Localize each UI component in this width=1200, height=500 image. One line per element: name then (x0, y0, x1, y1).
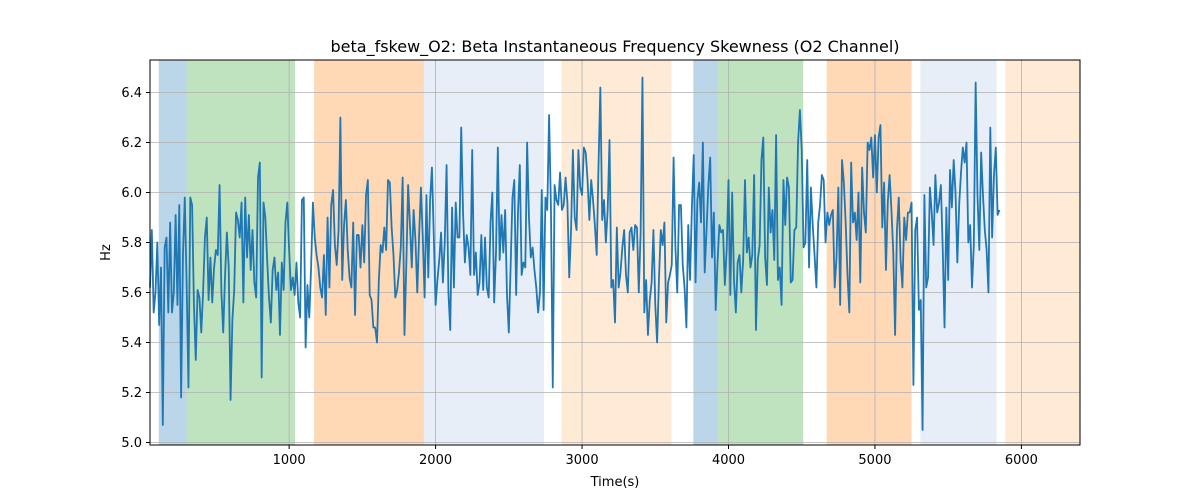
band-7 (718, 60, 804, 445)
band-2 (186, 60, 295, 445)
x-tick-label: 2000 (419, 453, 452, 468)
y-tick-label: 5.4 (121, 336, 142, 351)
x-tick-label: 6000 (1005, 453, 1038, 468)
x-tick-label: 3000 (566, 453, 599, 468)
y-tick-label: 5.2 (121, 386, 142, 401)
y-tick-label: 6.0 (121, 186, 142, 201)
y-tick-label: 6.4 (121, 86, 142, 101)
x-axis-label: Time(s) (590, 475, 640, 490)
y-tick-label: 5.8 (121, 236, 142, 251)
x-tick-label: 1000 (273, 453, 306, 468)
band-10 (1005, 60, 1080, 445)
y-tick-label: 5.0 (121, 436, 142, 451)
chart-title: beta_fskew_O2: Beta Instantaneous Freque… (330, 37, 899, 57)
series-line-beta_fskew_O2 (149, 76, 1001, 431)
x-tick-label: 5000 (858, 453, 891, 468)
y-axis-label: Hz (99, 244, 114, 261)
y-tick-label: 5.6 (121, 286, 142, 301)
x-tick-label: 4000 (712, 453, 745, 468)
ticks: 1000 2000 3000 4000 5000 6000 5.0 5.2 5.4 5.6 5.8 6… (121, 86, 1038, 468)
axes-frame (149, 59, 1081, 446)
y-tick-label: 6.2 (121, 136, 142, 151)
series-layer (149, 76, 1001, 431)
